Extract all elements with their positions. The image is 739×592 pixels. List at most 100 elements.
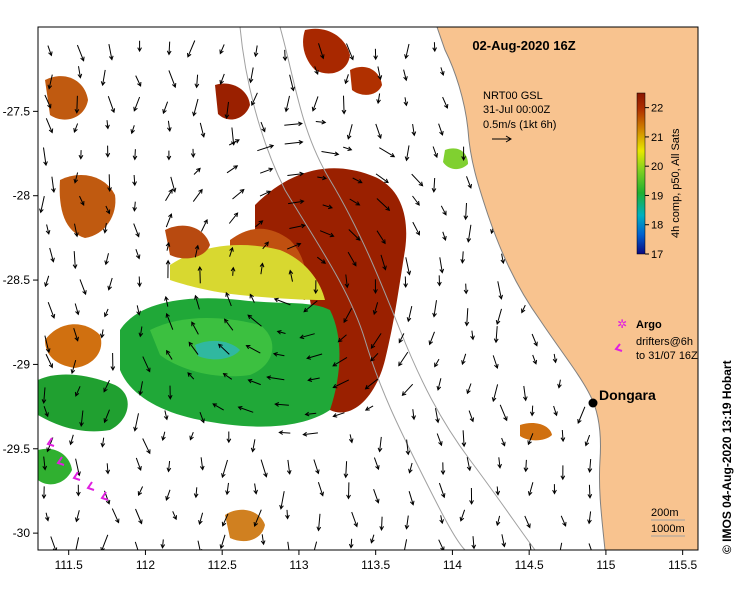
current-arrow <box>105 205 111 215</box>
current-arrow <box>468 410 475 423</box>
current-arrow <box>412 221 420 236</box>
current-arrow <box>247 314 262 327</box>
current-arrow <box>200 218 208 232</box>
current-arrow <box>321 151 340 157</box>
current-arrow <box>219 73 225 85</box>
current-arrow <box>319 230 335 238</box>
current-arrow <box>190 148 196 158</box>
current-arrow <box>221 459 228 479</box>
current-arrow <box>432 146 438 159</box>
current-arrow <box>162 101 169 115</box>
current-arrow <box>289 74 295 92</box>
current-arrow <box>45 224 51 235</box>
current-arrow <box>343 146 353 151</box>
current-arrow <box>259 190 272 197</box>
current-arrow <box>317 482 324 497</box>
current-arrow <box>199 457 205 471</box>
current-arrow <box>107 96 116 114</box>
current-arrow <box>316 513 322 532</box>
current-arrow <box>313 541 318 550</box>
current-arrow <box>560 429 566 443</box>
current-arrow <box>495 515 501 527</box>
current-arrow <box>260 121 266 133</box>
current-arrow <box>138 326 144 338</box>
current-arrow <box>460 251 466 264</box>
current-arrow <box>440 205 447 216</box>
y-tick-label: -29.5 <box>3 442 31 456</box>
current-arrow <box>438 123 444 136</box>
current-arrow <box>404 145 410 162</box>
current-arrow <box>376 198 391 212</box>
scale-arrow-head <box>505 135 512 143</box>
colorbar-tick-label: 18 <box>651 220 663 232</box>
current-arrow <box>346 124 353 140</box>
current-arrow <box>343 307 353 324</box>
current-arrow <box>229 246 234 257</box>
current-arrow <box>194 74 200 89</box>
current-arrow <box>375 173 389 184</box>
current-arrow <box>440 462 446 476</box>
current-arrow <box>137 40 142 53</box>
current-arrow <box>253 45 259 58</box>
current-arrow <box>438 482 446 499</box>
drifter-markers <box>46 437 109 501</box>
current-arrow <box>79 195 85 206</box>
current-arrow <box>346 482 351 500</box>
dongara-label: Dongara <box>599 387 656 403</box>
current-arrow <box>553 405 558 417</box>
current-arrow <box>403 276 408 289</box>
current-arrow <box>137 276 142 288</box>
current-arrow <box>168 70 177 89</box>
product-line1: NRT00 GSL <box>483 90 543 102</box>
current-arrow <box>403 69 408 82</box>
plot-area <box>38 27 698 550</box>
contour-legend-1000m: 1000m <box>651 523 685 535</box>
argo-symbol: ✲ <box>617 317 627 331</box>
current-arrow <box>133 413 139 432</box>
current-arrow <box>370 333 382 349</box>
current-arrow <box>461 430 467 448</box>
current-arrow <box>73 328 79 342</box>
current-arrow <box>253 509 262 527</box>
current-arrow <box>411 409 416 421</box>
current-arrow <box>408 491 415 506</box>
current-arrow <box>376 230 386 245</box>
current-arrow <box>45 118 54 134</box>
current-arrow <box>132 174 137 187</box>
current-arrow <box>370 352 379 362</box>
colorbar-tick-label: 20 <box>651 161 663 173</box>
current-arrow <box>434 358 440 368</box>
current-arrow <box>44 335 51 354</box>
current-arrow <box>226 165 239 174</box>
current-arrow <box>260 534 266 546</box>
current-arrow <box>288 269 294 282</box>
current-arrow <box>74 223 79 238</box>
current-arrow <box>74 510 80 523</box>
current-arrow <box>501 534 507 548</box>
current-arrow <box>199 412 205 424</box>
current-arrow <box>77 66 83 79</box>
current-arrow <box>167 385 173 400</box>
current-arrow <box>199 122 206 138</box>
current-arrow <box>225 482 230 496</box>
current-arrow <box>47 45 53 57</box>
y-tick-label: -27.5 <box>3 104 31 118</box>
current-arrow <box>527 482 534 497</box>
current-arrow <box>111 508 120 524</box>
current-arrow <box>197 265 203 284</box>
current-arrow <box>44 275 50 288</box>
current-arrow <box>284 121 303 127</box>
dongara-marker <box>588 398 598 408</box>
x-tick-label: 115.5 <box>668 558 697 572</box>
current-arrow <box>137 486 144 497</box>
current-arrow <box>552 353 558 364</box>
current-arrow <box>138 381 143 396</box>
current-arrow <box>337 334 347 343</box>
current-arrow <box>188 341 199 355</box>
current-arrow <box>439 257 445 274</box>
current-arrow <box>165 312 174 330</box>
current-arrow <box>436 433 443 447</box>
current-arrow <box>346 43 354 61</box>
current-arrow <box>45 353 53 369</box>
current-arrow <box>165 188 173 201</box>
